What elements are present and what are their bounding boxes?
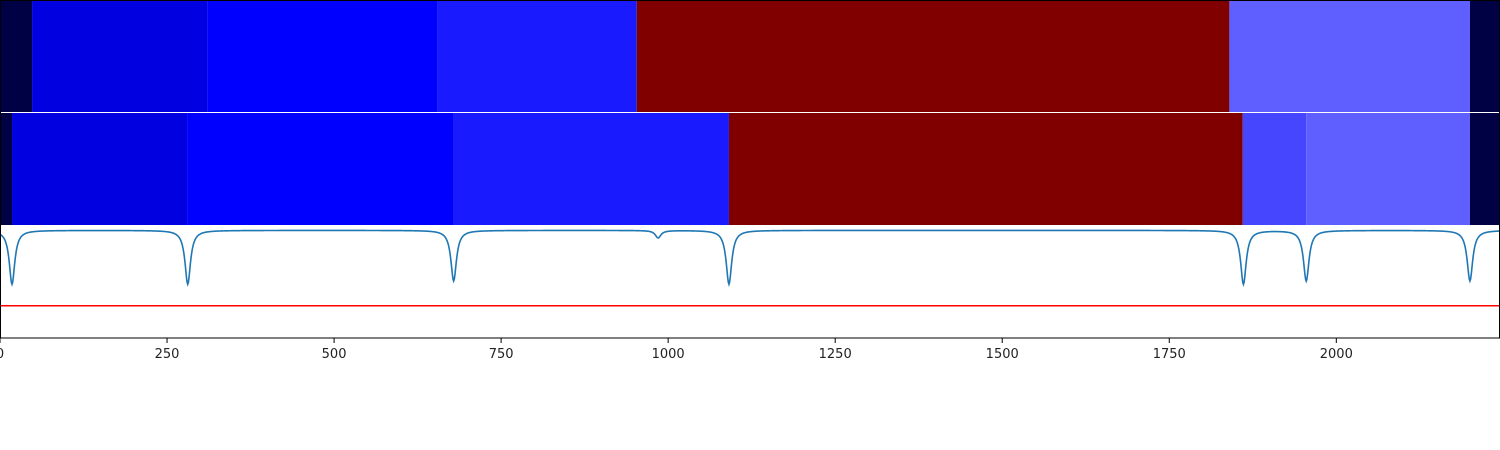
row-1-segment-6 [1229, 0, 1470, 112]
row-1-segment-4 [437, 0, 637, 112]
x-tick-label-750: 750 [489, 347, 514, 362]
row-2-segment-8 [1469, 113, 1500, 225]
row-1-segment-5 [636, 0, 1230, 112]
row-2-segment-4 [453, 113, 729, 225]
row-1-segment-7 [1469, 0, 1500, 112]
row-2-segment-3 [187, 113, 454, 225]
x-tick-label-0: 0 [0, 347, 4, 362]
row-1-segment-3 [207, 0, 438, 112]
signal-line [0, 229, 1500, 287]
row-1-segment-1 [0, 0, 33, 112]
x-tick-label-1750: 1750 [1153, 347, 1186, 362]
x-tick-label-1000: 1000 [652, 347, 685, 362]
row-2-segment-1 [0, 113, 13, 225]
segment-row-1 [0, 0, 1500, 112]
x-tick-label-1500: 1500 [986, 347, 1019, 362]
row-2-segment-5 [728, 113, 1243, 225]
x-tick-label-1250: 1250 [819, 347, 852, 362]
row-2-segment-6 [1242, 113, 1307, 225]
x-tick-label-500: 500 [322, 347, 347, 362]
x-tick-label-2000: 2000 [1320, 347, 1353, 362]
row-2-segment-7 [1306, 113, 1470, 225]
x-tick-label-250: 250 [155, 347, 180, 362]
row-1-segment-2 [32, 0, 208, 112]
signal-panel [0, 229, 1500, 307]
segment-row-2 [0, 113, 1500, 225]
x-axis: 0 250 500 750 1000 1250 1500 1750 2000 [0, 338, 1353, 362]
row-2-segment-2 [12, 113, 188, 225]
